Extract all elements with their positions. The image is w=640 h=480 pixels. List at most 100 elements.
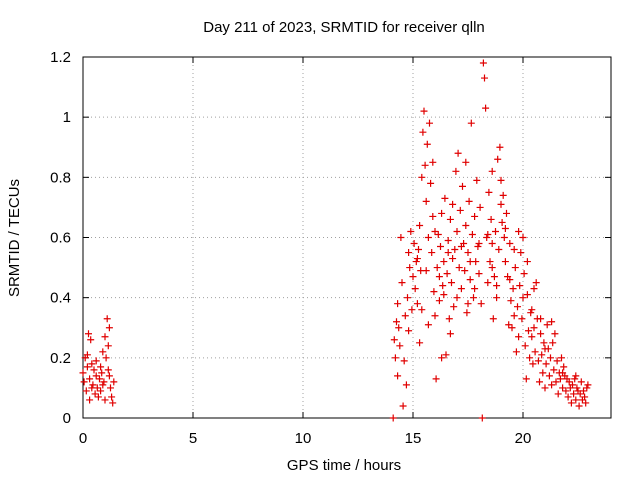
data-point [468,230,476,238]
data-point [105,324,113,332]
data-point [537,315,545,323]
data-point [485,188,493,196]
data-point [413,255,421,263]
data-point [438,354,446,362]
data-point [530,285,538,293]
data-point [520,270,528,278]
data-point [572,372,580,380]
data-point [396,342,404,350]
data-point [479,59,487,67]
data-point [423,140,431,148]
data-point [559,369,567,377]
data-point [108,393,116,401]
data-point [482,104,490,112]
data-point [407,227,415,235]
data-point [565,378,573,386]
data-point [450,303,458,311]
data-point [410,240,418,248]
data-point [431,227,439,235]
data-point [489,315,497,323]
data-point [88,384,96,392]
data-point [484,230,492,238]
data-point [475,270,483,278]
data-point [492,227,499,235]
data-point [548,381,556,389]
data-point [467,119,475,127]
data-point [584,381,592,389]
data-point [408,306,416,314]
data-point [519,234,527,241]
data-point [529,360,537,368]
data-point [539,369,547,377]
data-point [428,249,436,257]
data-point [83,351,91,359]
data-point [493,294,501,302]
data-point [510,246,518,254]
data-point [404,294,411,302]
x-tick-label: 0 [79,430,87,447]
data-point [519,294,527,302]
data-point [515,333,523,341]
data-point [581,393,589,401]
data-point [463,309,471,317]
data-point [411,285,419,293]
data-point [91,390,99,398]
data-point [530,324,538,332]
data-point [490,273,498,281]
data-point [92,372,100,380]
data-point [488,240,496,248]
data-point [493,282,501,290]
data-point [459,182,466,190]
data-point [523,258,531,266]
data-point [104,342,112,350]
data-point [473,176,481,184]
data-point [471,285,479,293]
data-point [508,324,516,332]
data-point [446,330,454,338]
data-point [391,354,399,362]
y-tick-label: 0.2 [50,350,71,367]
data-point [471,212,479,220]
data-point [394,372,402,380]
data-point [534,357,542,365]
data-point [420,107,428,115]
data-point [82,387,90,395]
data-point [98,369,106,377]
data-point [401,312,409,320]
data-point [96,375,103,383]
data-point [405,249,413,257]
x-axis-label: GPS time / hours [287,457,401,474]
data-point [97,387,105,395]
data-point [543,321,551,329]
data-point [89,381,97,389]
data-point [435,297,443,305]
data-point [528,333,536,341]
data-point [439,282,447,290]
data-point [545,372,553,380]
y-axis-label: SRMTID / TECUs [6,179,23,297]
data-point [464,249,472,257]
data-point [550,366,558,374]
data-point [564,393,572,401]
data-point [558,354,565,362]
data-point [457,285,465,293]
y-tick-label: 0.6 [50,230,71,247]
data-point [419,128,427,136]
data-point [412,258,420,266]
data-point [541,384,549,392]
data-point [503,209,510,217]
data-point [462,158,470,166]
data-point [446,215,454,223]
data-point [449,255,457,263]
data-point [515,227,523,235]
x-tick-label: 10 [295,430,312,447]
grid-lines [83,57,611,418]
data-point [506,276,514,284]
data-point [552,378,560,386]
data-point [497,200,505,208]
data-point [494,155,502,163]
data-point [99,348,107,356]
data-point [424,321,432,329]
data-point [390,336,398,344]
